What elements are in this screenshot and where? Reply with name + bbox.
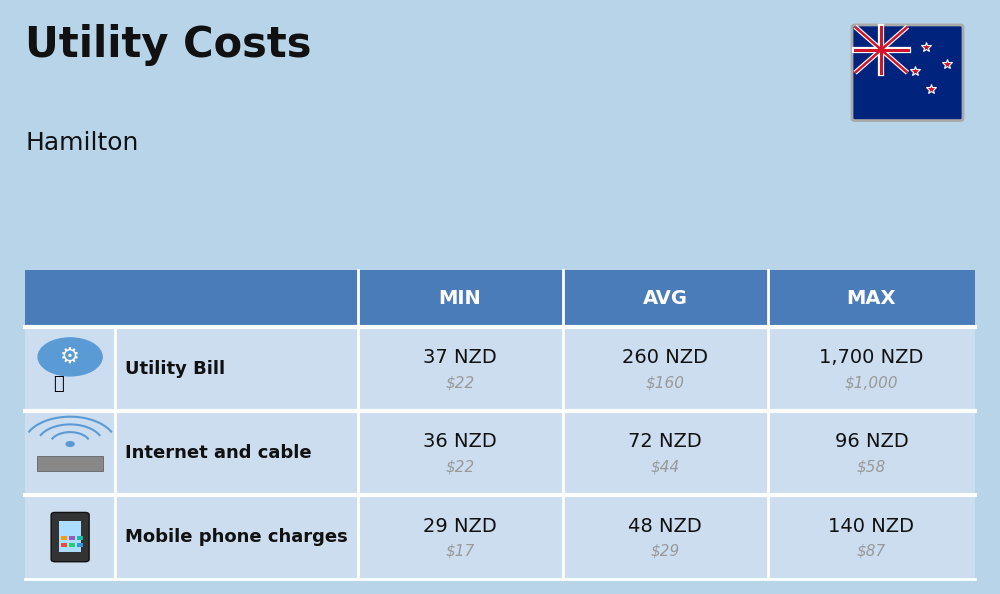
Text: MAX: MAX — [847, 289, 896, 308]
Text: $44: $44 — [651, 460, 680, 475]
Text: 96 NZD: 96 NZD — [835, 432, 908, 451]
Text: ⚙: ⚙ — [60, 347, 80, 367]
Bar — [59, 521, 81, 552]
Bar — [61, 543, 67, 548]
Bar — [61, 536, 67, 541]
Text: 🔌: 🔌 — [53, 375, 64, 393]
Text: $1,000: $1,000 — [845, 375, 898, 391]
Text: Internet and cable: Internet and cable — [125, 444, 312, 462]
Text: 29 NZD: 29 NZD — [423, 517, 497, 536]
Text: $87: $87 — [857, 544, 886, 559]
Text: AVG: AVG — [643, 289, 688, 308]
Text: $22: $22 — [445, 375, 475, 391]
Text: 37 NZD: 37 NZD — [423, 348, 497, 367]
Text: $160: $160 — [646, 375, 685, 391]
Bar — [69, 536, 75, 541]
Text: $58: $58 — [857, 460, 886, 475]
FancyBboxPatch shape — [852, 25, 963, 121]
Text: 260 NZD: 260 NZD — [622, 348, 708, 367]
Text: $22: $22 — [445, 460, 475, 475]
Text: $17: $17 — [445, 544, 475, 559]
Bar — [25, 411, 975, 495]
Bar — [69, 543, 75, 548]
Text: Utility Bill: Utility Bill — [125, 360, 225, 378]
Text: $29: $29 — [651, 544, 680, 559]
Bar — [37, 456, 103, 470]
Bar — [25, 270, 975, 327]
Circle shape — [38, 338, 102, 376]
FancyBboxPatch shape — [51, 513, 89, 562]
Bar — [77, 543, 83, 548]
Text: 36 NZD: 36 NZD — [423, 432, 497, 451]
Bar — [25, 495, 975, 579]
Bar — [77, 536, 83, 541]
Text: 48 NZD: 48 NZD — [628, 517, 702, 536]
Text: 1,700 NZD: 1,700 NZD — [819, 348, 924, 367]
Text: Utility Costs: Utility Costs — [25, 24, 312, 66]
Text: Mobile phone charges: Mobile phone charges — [125, 528, 348, 546]
Text: 140 NZD: 140 NZD — [828, 517, 914, 536]
Text: MIN: MIN — [439, 289, 481, 308]
Circle shape — [66, 442, 74, 447]
Bar — [25, 327, 975, 411]
Text: 72 NZD: 72 NZD — [628, 432, 702, 451]
Text: Hamilton: Hamilton — [25, 131, 138, 154]
